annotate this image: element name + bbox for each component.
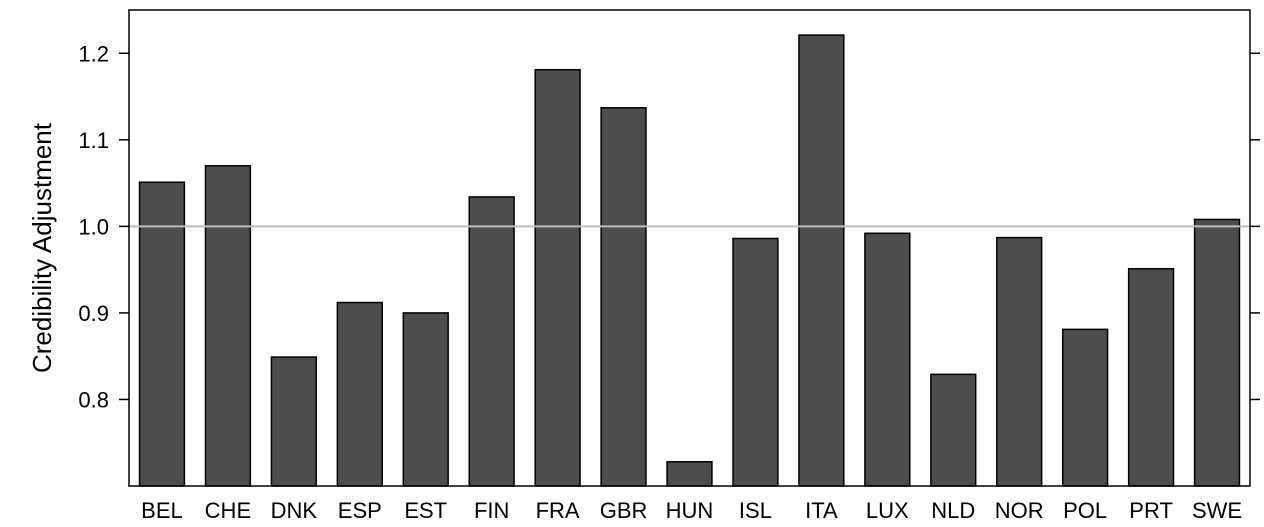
bar-gbr <box>600 107 647 487</box>
bar-prt <box>1127 268 1175 487</box>
x-tick-label-prt: PRT <box>1129 498 1173 523</box>
x-tick-label-swe: SWE <box>1192 498 1242 523</box>
x-tick-label-hun: HUN <box>666 498 714 523</box>
bar-ita <box>798 34 845 487</box>
bar-esp <box>336 301 383 487</box>
x-tick-label-lux: LUX <box>866 498 909 523</box>
x-tick-label-nld: NLD <box>931 498 975 523</box>
x-tick-label-gbr: GBR <box>600 498 648 523</box>
bar-swe <box>1193 218 1241 487</box>
bar-hun <box>666 461 713 487</box>
y-tick-label: 0.8 <box>78 387 109 412</box>
y-tick-label: 1.0 <box>78 214 109 239</box>
x-tick-label-che: CHE <box>205 498 251 523</box>
bar-nor <box>996 236 1043 487</box>
plot-area-border <box>128 9 1251 487</box>
y-axis-left: 0.8 0.9 1.0 1.1 1.2 <box>78 41 129 412</box>
bar-est <box>402 312 449 487</box>
bar-nld <box>930 373 977 487</box>
bar-bel <box>138 181 186 487</box>
x-tick-label-dnk: DNK <box>271 498 318 523</box>
x-tick-label-fin: FIN <box>474 498 509 523</box>
y-tick-label: 1.1 <box>78 128 109 153</box>
y-tick-label: 1.2 <box>78 41 109 66</box>
y-axis-right <box>1250 52 1260 401</box>
x-tick-label-bel: BEL <box>141 498 183 523</box>
bar-pol <box>1061 328 1109 487</box>
x-tick-label-est: EST <box>404 498 447 523</box>
bar-fin <box>468 196 515 487</box>
x-tick-label-pol: POL <box>1063 498 1107 523</box>
bar-dnk <box>270 356 318 487</box>
x-tick-label-isl: ISL <box>739 498 772 523</box>
x-tick-label-ita: ITA <box>805 498 838 523</box>
bar-che <box>204 165 252 487</box>
x-tick-label-esp: ESP <box>338 498 382 523</box>
x-axis-labels: BEL CHE DNK ESP EST FIN FRA GBR HUN ISL ITA LUX NLD N… <box>141 498 1242 523</box>
x-tick-label-fra: FRA <box>536 498 580 523</box>
y-axis-title: Credibility Adjustment <box>27 122 57 373</box>
bars-group <box>138 34 1241 487</box>
bar-isl <box>732 237 779 487</box>
x-tick-label-nor: NOR <box>995 498 1044 523</box>
y-tick-label: 0.9 <box>78 301 109 326</box>
bar-fra <box>534 68 581 487</box>
bar-lux <box>864 232 911 487</box>
